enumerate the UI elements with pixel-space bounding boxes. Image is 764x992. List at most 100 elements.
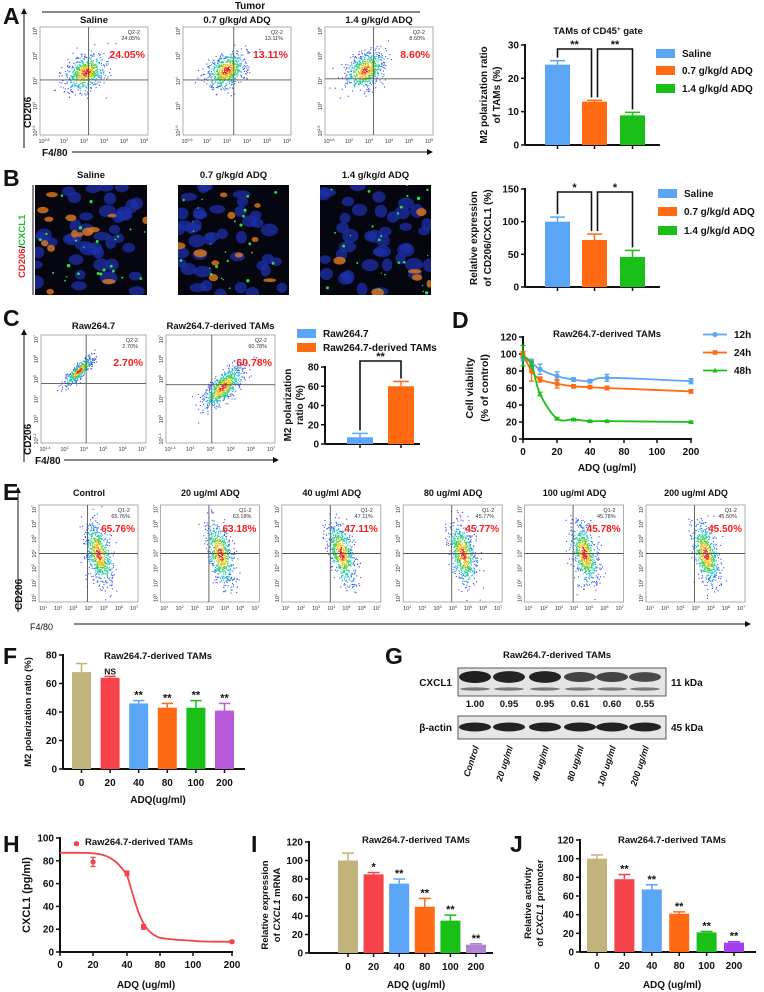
flow-event: [234, 367, 236, 369]
flow-event: [77, 365, 79, 367]
flow-event: [99, 552, 101, 554]
flow-event: [217, 384, 219, 386]
flow-event: [106, 567, 108, 569]
flow-event: [224, 543, 226, 545]
flow-event: [323, 537, 325, 539]
flow-event: [227, 389, 229, 391]
flow-event: [385, 56, 387, 58]
flow-event: [213, 549, 215, 551]
flow-event: [230, 592, 232, 594]
flow-event: [227, 569, 229, 571]
flow-event: [226, 576, 228, 578]
flow-event: [230, 95, 232, 97]
tick-base: 10: [32, 566, 38, 572]
flow-event: [242, 68, 244, 70]
tick-base: 10: [405, 139, 411, 145]
flow-event: [226, 582, 228, 584]
flow-event: [366, 89, 368, 91]
flow-event: [199, 400, 201, 402]
flow-event: [212, 538, 214, 540]
flow-event: [72, 92, 74, 94]
panel-label: D: [452, 307, 469, 333]
flow-event: [102, 556, 104, 558]
y-tick-label: 105: [32, 52, 39, 60]
flow-event: [77, 58, 79, 60]
flow-event: [98, 574, 100, 576]
flow-event: [98, 563, 100, 565]
flow-event: [337, 544, 339, 546]
flow-event: [102, 73, 104, 75]
flow-event: [232, 376, 234, 378]
flow-event: [371, 70, 373, 72]
flow-event: [220, 72, 222, 74]
gate-name: Q2-2: [126, 338, 138, 344]
flow-event: [359, 562, 361, 564]
flow-event: [236, 58, 238, 60]
tick-exp: 5: [152, 535, 156, 537]
flow-event: [108, 563, 110, 565]
flow-event: [88, 355, 90, 357]
flow-event: [106, 549, 108, 551]
flow-event: [363, 63, 365, 65]
flow-event: [211, 399, 213, 401]
flow-event: [214, 555, 216, 557]
flow-event: [247, 51, 249, 53]
flow-event: [86, 65, 88, 67]
y-tick-label: 106: [175, 27, 182, 35]
flow-event: [220, 550, 222, 552]
flow-event: [104, 553, 106, 555]
flow-event: [369, 60, 371, 62]
flow-event: [97, 542, 99, 544]
flow-event: [217, 391, 219, 393]
flow-event: [377, 61, 379, 63]
flow-event: [224, 562, 226, 564]
flow-event: [81, 68, 83, 70]
flow-event: [224, 71, 226, 73]
x-tick-label: 103: [60, 446, 68, 453]
flow-event: [226, 560, 228, 562]
flow-event: [212, 394, 214, 396]
flow-event: [74, 368, 76, 370]
flow-event: [236, 372, 238, 374]
flow-event: [72, 52, 74, 54]
flow-event: [378, 48, 380, 50]
flow-event: [232, 75, 234, 77]
flow-event: [231, 369, 233, 371]
flow-event: [204, 543, 206, 545]
flow-event: [224, 546, 226, 548]
flow-event: [229, 62, 231, 64]
flow-event: [374, 60, 376, 62]
flow-event: [238, 81, 240, 83]
flow-event: [364, 53, 366, 55]
flow-event: [87, 368, 89, 370]
flow-event: [339, 530, 341, 532]
flow-event: [220, 62, 222, 64]
flow-event: [384, 68, 386, 70]
flow-event: [89, 519, 91, 521]
flow-event: [360, 80, 362, 82]
flow-event: [362, 69, 364, 71]
flow-event: [208, 391, 210, 393]
flow-event: [83, 68, 85, 70]
flow-event: [243, 376, 245, 378]
flow-event: [220, 563, 222, 565]
flow-event: [234, 71, 236, 73]
flow-event: [362, 72, 364, 74]
flow-event: [230, 74, 232, 76]
flow-event: [82, 73, 84, 75]
flow-event: [375, 79, 377, 81]
flow-plot: Q1-263.18%63.18%: [159, 504, 260, 603]
flow-event: [374, 69, 376, 71]
flow-event: [195, 404, 197, 406]
flow-event: [232, 66, 234, 68]
flow-event: [207, 550, 209, 552]
flow-event: [234, 376, 236, 378]
flow-event: [236, 371, 238, 373]
flow-event: [232, 370, 234, 372]
flow-event: [221, 78, 223, 80]
flow-event: [93, 528, 95, 530]
flow-event: [212, 383, 214, 385]
flow-event: [208, 399, 210, 401]
flow-event: [224, 57, 226, 59]
flow-event: [105, 538, 107, 540]
